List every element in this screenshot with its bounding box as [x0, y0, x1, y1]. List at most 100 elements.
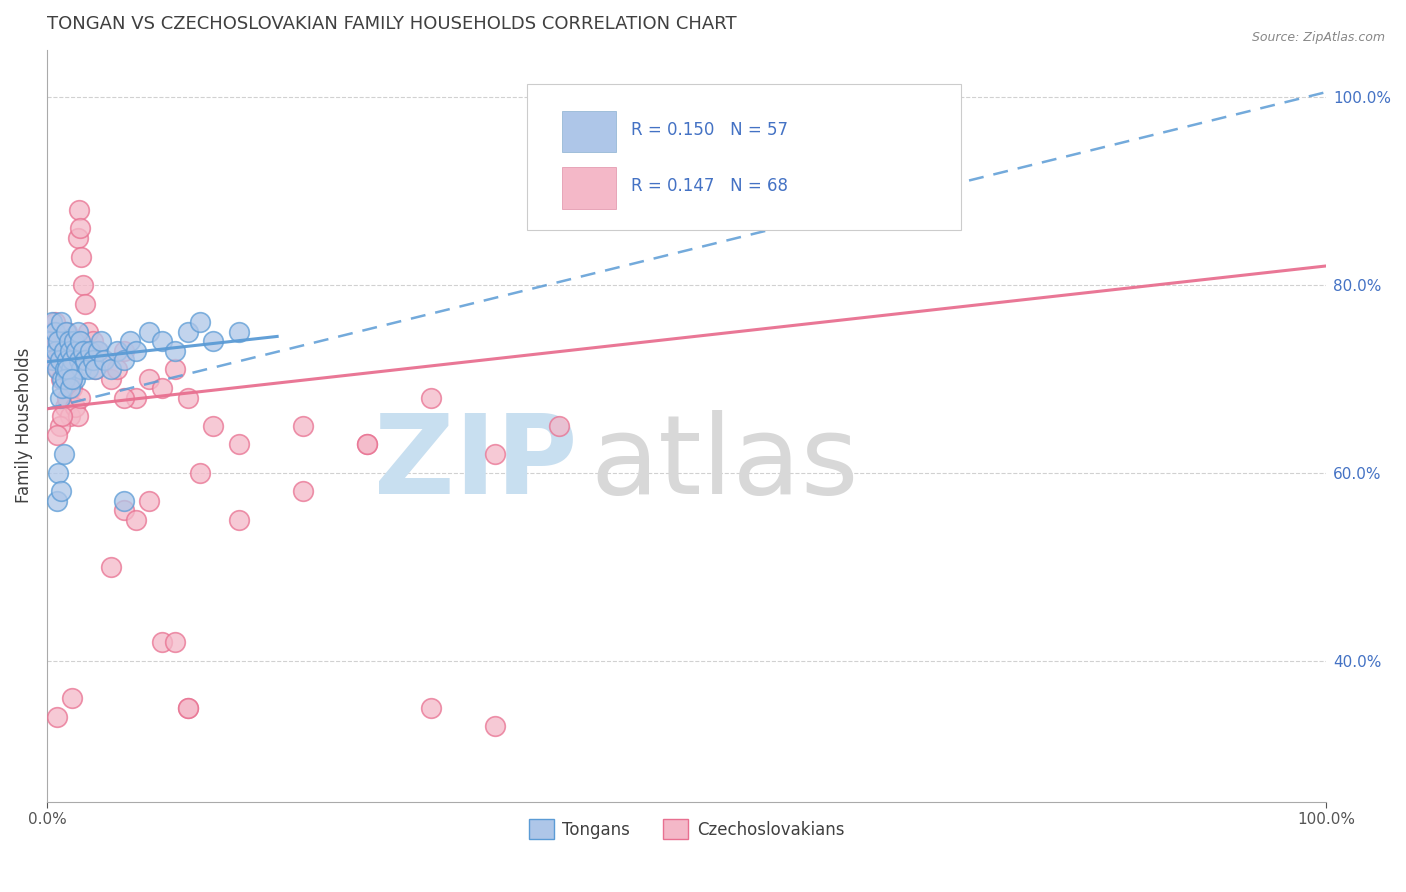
Point	[72, 343, 94, 358]
Point	[84, 362, 107, 376]
Point	[291, 484, 314, 499]
Point	[65, 343, 87, 358]
Point	[59, 409, 82, 424]
Point	[484, 447, 506, 461]
Point	[51, 409, 73, 424]
Text: atlas: atlas	[591, 409, 859, 516]
Point	[48, 334, 70, 348]
Point	[138, 372, 160, 386]
Point	[53, 362, 76, 376]
Text: R = 0.147   N = 68: R = 0.147 N = 68	[631, 178, 789, 195]
Point	[59, 343, 82, 358]
Point	[150, 635, 173, 649]
Point	[41, 325, 63, 339]
Point	[52, 447, 75, 461]
Point	[484, 719, 506, 733]
Point	[62, 334, 84, 348]
Point	[190, 466, 212, 480]
Point	[48, 466, 70, 480]
Point	[58, 334, 80, 348]
Point	[51, 372, 73, 386]
Point	[49, 372, 72, 386]
Point	[82, 334, 104, 348]
Point	[67, 353, 90, 368]
Y-axis label: Family Households: Family Households	[15, 348, 32, 503]
Point	[48, 362, 70, 376]
Point	[59, 372, 82, 386]
Point	[62, 353, 84, 368]
Point	[138, 494, 160, 508]
Point	[150, 381, 173, 395]
Point	[58, 353, 80, 368]
Point	[63, 353, 86, 368]
Point	[100, 559, 122, 574]
Point	[69, 334, 91, 348]
Point	[163, 362, 186, 376]
Point	[56, 353, 79, 368]
Point	[60, 343, 83, 358]
Point	[176, 700, 198, 714]
Point	[76, 362, 98, 376]
Point	[48, 418, 70, 433]
Point	[75, 296, 97, 310]
Point	[53, 400, 76, 414]
Point	[125, 343, 148, 358]
Point	[419, 391, 441, 405]
Point	[45, 353, 67, 368]
Point	[51, 381, 73, 395]
Point	[125, 391, 148, 405]
Point	[49, 484, 72, 499]
Point	[55, 343, 77, 358]
Point	[42, 353, 65, 368]
Point	[163, 635, 186, 649]
Point	[150, 334, 173, 348]
Text: ZIP: ZIP	[374, 409, 578, 516]
Point	[44, 325, 66, 339]
Point	[44, 315, 66, 329]
Point	[76, 325, 98, 339]
Point	[105, 343, 128, 358]
Legend: Tongans, Czechoslovakians: Tongans, Czechoslovakians	[522, 813, 851, 846]
Point	[46, 710, 69, 724]
Point	[46, 362, 69, 376]
Point	[45, 343, 67, 358]
Point	[118, 334, 141, 348]
Point	[55, 325, 77, 339]
Point	[49, 315, 72, 329]
Point	[66, 409, 89, 424]
Point	[202, 418, 225, 433]
FancyBboxPatch shape	[562, 111, 616, 152]
Point	[52, 334, 75, 348]
Point	[228, 325, 250, 339]
Point	[176, 325, 198, 339]
Point	[56, 391, 79, 405]
Point	[46, 428, 69, 442]
Point	[112, 343, 135, 358]
Point	[100, 362, 122, 376]
Point	[62, 372, 84, 386]
Point	[190, 315, 212, 329]
Point	[112, 353, 135, 368]
Point	[356, 437, 378, 451]
Point	[59, 381, 82, 395]
Point	[356, 437, 378, 451]
Point	[93, 353, 115, 368]
Point	[62, 691, 84, 706]
Point	[65, 343, 87, 358]
Text: TONGAN VS CZECHOSLOVAKIAN FAMILY HOUSEHOLDS CORRELATION CHART: TONGAN VS CZECHOSLOVAKIAN FAMILY HOUSEHO…	[46, 15, 737, 33]
Point	[75, 353, 97, 368]
Point	[39, 334, 62, 348]
Point	[66, 231, 89, 245]
Point	[163, 343, 186, 358]
Point	[56, 325, 79, 339]
Point	[53, 362, 76, 376]
Point	[72, 277, 94, 292]
Point	[291, 418, 314, 433]
Point	[100, 372, 122, 386]
Point	[62, 334, 84, 348]
Point	[69, 221, 91, 235]
Point	[87, 343, 110, 358]
Point	[39, 353, 62, 368]
Point	[138, 325, 160, 339]
Point	[202, 334, 225, 348]
